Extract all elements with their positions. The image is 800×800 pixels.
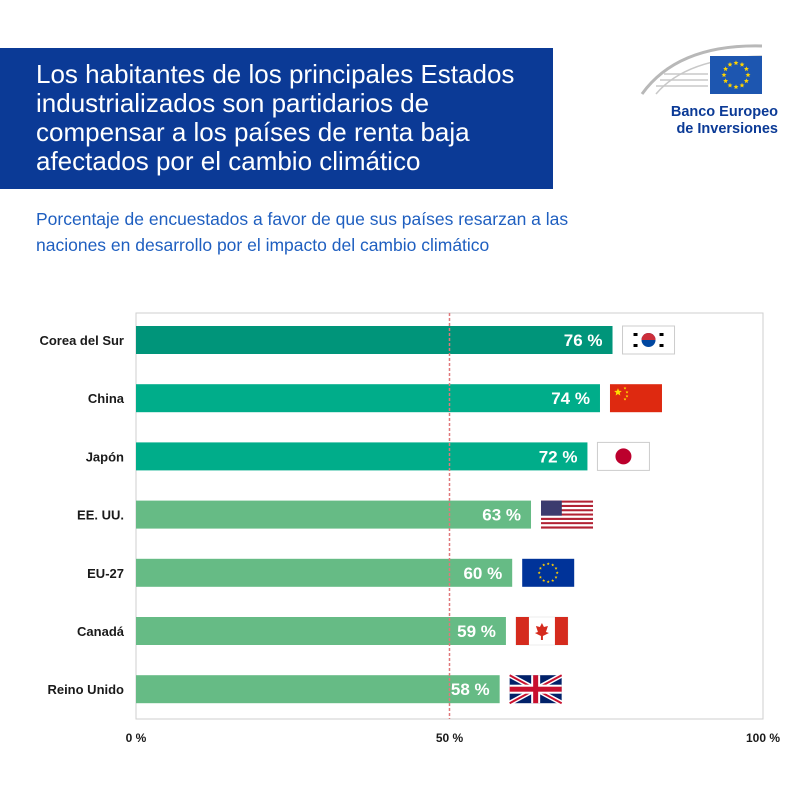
logo-line-1: Banco Europeo [670, 104, 778, 120]
eib-emblem-icon [640, 44, 763, 95]
category-label: Corea del Sur [39, 333, 124, 348]
value-label: 60 % [463, 564, 502, 583]
x-tick-label: 50 % [436, 731, 464, 745]
category-label: Reino Unido [47, 682, 124, 697]
eu-flag-icon [522, 558, 575, 587]
category-label: Canadá [77, 624, 125, 639]
x-tick-label: 100 % [746, 731, 780, 745]
bar [136, 384, 600, 413]
eib-logo: Banco Europeo de Inversiones [638, 34, 778, 144]
logo-line-2: de Inversiones [676, 121, 778, 137]
category-label: China [88, 391, 125, 406]
bar [136, 326, 613, 354]
japan-flag-icon [596, 441, 650, 471]
bar [136, 617, 506, 645]
value-label: 76 % [564, 331, 603, 350]
bar [136, 558, 513, 587]
value-label: 74 % [551, 389, 590, 408]
x-tick-label: 0 % [126, 731, 147, 745]
category-label: Japón [86, 449, 124, 464]
value-label: 59 % [457, 622, 496, 641]
china-flag-icon [609, 384, 662, 413]
title-banner: Los habitantes de los principales Estado… [0, 48, 553, 189]
usa-flag-icon [541, 500, 594, 529]
value-label: 72 % [539, 447, 578, 466]
bar [136, 500, 532, 529]
value-label: 63 % [482, 506, 521, 525]
south-korea-flag-icon [622, 325, 676, 355]
bar [136, 675, 500, 704]
chart-subtitle: Porcentaje de encuestados a favor de que… [36, 209, 569, 255]
chart-title: Los habitantes de los principales Estado… [36, 59, 515, 176]
category-label: EU-27 [87, 566, 124, 581]
category-label: EE. UU. [77, 508, 124, 523]
uk-flag-icon [508, 672, 563, 706]
value-label: 58 % [451, 680, 490, 699]
canada-flag-icon [515, 616, 569, 646]
bar [136, 442, 588, 471]
